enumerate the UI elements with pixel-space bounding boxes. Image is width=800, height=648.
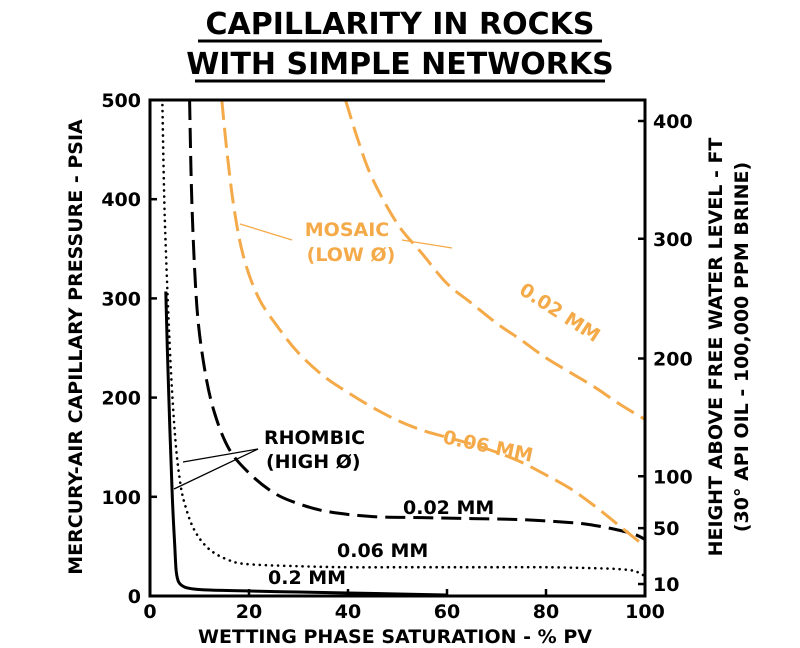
x-tick-label: 20 (236, 601, 262, 623)
y2-tick-label: 200 (653, 349, 693, 371)
mosaic-leader-line (239, 223, 293, 241)
chart-title-line-2: WITH SIMPLE NETWORKS (186, 47, 614, 82)
rhombic-0.02mm-label: 0.02 MM (403, 497, 494, 519)
rhombic-leader-line (173, 448, 259, 490)
series-mosaic-0.06mm (220, 99, 646, 548)
x-axis-label: WETTING PHASE SATURATION - % PV (198, 626, 592, 648)
mosaic-leaders (239, 223, 453, 249)
y2-tick-label: 10 (653, 574, 679, 596)
y-axis-ticks: 0 100 200 300 400 500 (101, 90, 157, 608)
y2-tick-label: 300 (653, 229, 693, 251)
plot-frame (148, 98, 647, 598)
x-tick-label: 80 (533, 601, 559, 623)
y2-tick-label: 100 (653, 466, 693, 488)
x-tick-label: 0 (143, 601, 156, 623)
y-tick-label: 300 (101, 288, 141, 310)
series-layer (161, 99, 647, 597)
mosaic-leader-line (401, 239, 453, 249)
rhombic-0.2mm-label: 0.2 MM (268, 567, 346, 589)
x-tick-label: 40 (335, 601, 361, 623)
rhombic-leader-line (182, 448, 259, 463)
x-tick-label: 100 (625, 601, 665, 623)
y2-axis-label-line-1: HEIGHT ABOVE FREE WATER LEVEL - FT (705, 138, 727, 557)
mosaic-0.06mm-label: 0.06 MM (441, 426, 535, 467)
series-rhombic-0.06mm (161, 103, 647, 578)
y-tick-label: 400 (101, 189, 141, 211)
y2-axis-ticks: 10 50 100 200 300 400 (638, 111, 693, 596)
rhombic-0.06mm-label: 0.06 MM (337, 540, 428, 562)
x-tick-label: 60 (434, 601, 460, 623)
y2-tick-label: 50 (653, 518, 679, 540)
y-tick-label: 200 (101, 388, 141, 410)
y2-tick-label: 400 (653, 111, 693, 133)
rhombic-leaders (173, 448, 259, 490)
y2-axis-label-line-2: (30° API OIL - 100,000 PPM BRINE) (731, 162, 753, 532)
rhombic-label-line-1: RHOMBIC (264, 427, 365, 449)
rhombic-label-line-2: (HIGH Ø) (266, 451, 361, 473)
y-tick-label: 0 (128, 586, 141, 608)
y-tick-label: 100 (101, 487, 141, 509)
mosaic-label-line-1: MOSAIC (305, 219, 389, 241)
mosaic-0.02mm-label: 0.02 MM (515, 279, 604, 347)
series-mosaic-0.02mm (344, 99, 646, 421)
mosaic-label-line-2: (LOW Ø) (307, 244, 396, 266)
y-tick-label: 500 (101, 90, 141, 112)
chart-title-line-1: CAPILLARITY IN ROCKS (206, 7, 595, 42)
series-rhombic-0.02mm (188, 99, 646, 541)
y-axis-label: MERCURY-AIR CAPILLARY PRESSURE - PSIA (65, 119, 87, 575)
series-rhombic-0.2mm (164, 291, 448, 597)
